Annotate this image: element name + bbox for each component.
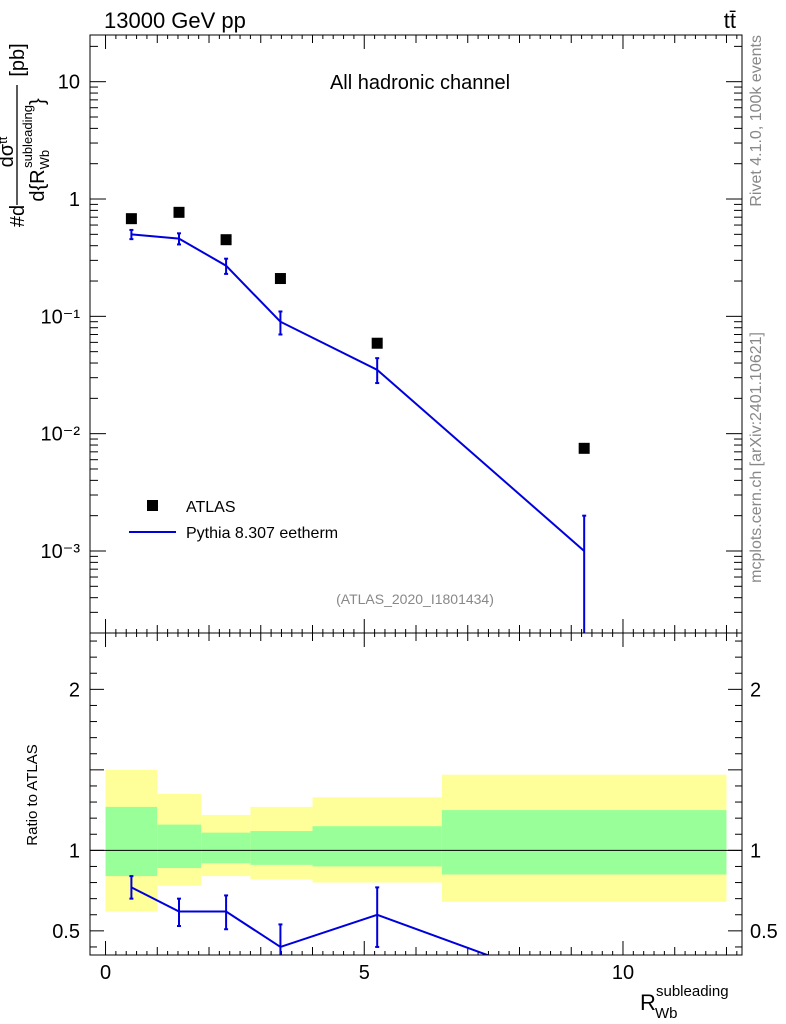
xlabel-sup: subleading xyxy=(656,983,729,1000)
energy-label: 13000 GeV pp xyxy=(104,8,246,33)
ratio-ytick-label-right-1: 1 xyxy=(750,840,761,862)
rivet-version-label: Rivet 4.1.0, 100k events xyxy=(748,35,765,207)
main-ytick-label-3: 1 xyxy=(69,189,80,211)
ratio-series-group xyxy=(129,875,491,955)
analysis-tag: (ATLAS_2020_I1801434) xyxy=(336,591,494,607)
xtick-label-2: 10 xyxy=(612,962,634,984)
ratio-band-inner-0 xyxy=(105,806,158,877)
atlas-data-point xyxy=(220,234,232,246)
mcplots-label: mcplots.cern.ch [arXiv:2401.10621] xyxy=(748,332,765,583)
atlas-data-point xyxy=(578,442,590,454)
ylabel-hash-d: #d xyxy=(7,205,29,227)
series xyxy=(125,206,590,955)
ratio-band-inner-4 xyxy=(312,826,442,867)
ylabel-unit: [pb] xyxy=(7,43,29,76)
process-label: tt̄ xyxy=(724,8,736,33)
xlabel-main: R xyxy=(640,990,656,1015)
xaxis-label: R Wb subleading xyxy=(640,983,729,1022)
legend: ATLAS Pythia 8.307 eetherm xyxy=(129,499,338,542)
ratio-band-inner-1 xyxy=(157,824,202,869)
axes-ticks: 0 5 10 10⁻³ 10⁻² 10⁻¹ 1 10 0.5 0.5 1 1 2 2 xyxy=(41,35,778,984)
main-ytick-label-1: 10⁻² xyxy=(41,424,81,446)
ratio-ytick-label-right-0: 0.5 xyxy=(750,921,778,943)
legend-atlas-marker xyxy=(147,500,158,511)
atlas-data-point xyxy=(173,206,185,218)
main-plot-frame xyxy=(89,34,743,634)
xlabel-sub: Wb xyxy=(655,1005,678,1022)
xtick-label-0: 0 xyxy=(100,962,111,984)
ylabel-denominator: d{RWbsubleading} xyxy=(20,98,52,202)
atlas-data-point xyxy=(371,337,383,349)
atlas-data-point xyxy=(125,213,137,225)
legend-atlas-label: ATLAS xyxy=(186,499,236,516)
ylabel-numerator: dσtt xyxy=(0,136,18,167)
main-ytick-label-0: 10⁻³ xyxy=(41,541,81,563)
ratio-ytick-label-left-1: 1 xyxy=(69,840,80,862)
atlas-data-point xyxy=(274,273,286,285)
ratio-ytick-label-left-2: 2 xyxy=(69,679,80,701)
ratio-bands xyxy=(90,769,742,912)
xtick-label-1: 5 xyxy=(359,962,370,984)
ratio-mc-line xyxy=(130,886,491,955)
main-ytick-label-2: 10⁻¹ xyxy=(41,306,81,328)
main-ytick-label-4: 10 xyxy=(58,72,80,94)
legend-mc-label: Pythia 8.307 eetherm xyxy=(186,525,338,542)
ratio-plot-frame xyxy=(89,632,743,956)
ratio-ytick-label-left-0: 0.5 xyxy=(52,921,80,943)
ratio-band-inner-2 xyxy=(201,832,251,864)
main-ylabel: #d dσtt d{RWbsubleading} [pb] xyxy=(0,43,52,227)
ratio-band-inner-5 xyxy=(441,810,727,875)
ratio-ytick-label-right-2: 2 xyxy=(750,679,761,701)
ratio-band-inner-3 xyxy=(250,831,313,865)
mc-line xyxy=(131,233,585,552)
plot-title: All hadronic channel xyxy=(330,72,510,94)
ratio-ylabel: Ratio to ATLAS xyxy=(24,744,41,845)
